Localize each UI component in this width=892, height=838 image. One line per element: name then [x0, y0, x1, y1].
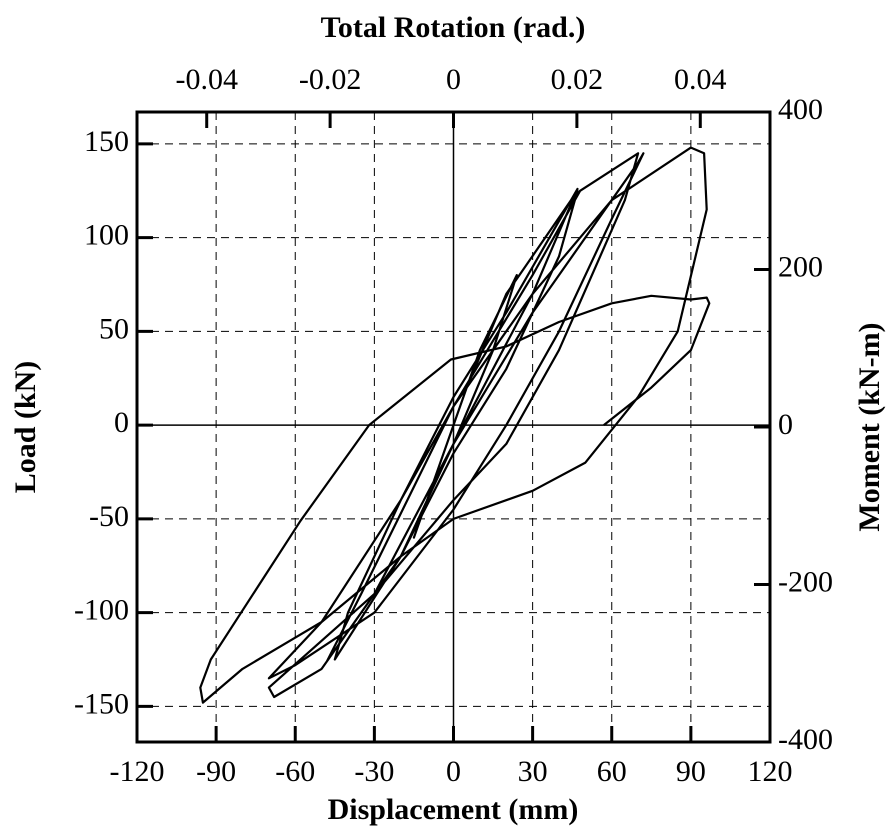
x2-tick-label: 0: [446, 63, 461, 96]
hysteresis-curve: [199, 146, 711, 704]
x-tick-label: 120: [748, 755, 793, 788]
x-tick-label: 60: [597, 755, 627, 788]
x2-tick-label: -0.02: [299, 63, 362, 96]
y-tick-label: -100: [74, 594, 129, 627]
y-tick-label: -50: [89, 500, 129, 533]
x-tick-label: 30: [518, 755, 548, 788]
x-tick-label: -30: [354, 755, 394, 788]
y2-axis-title: Moment (kN-m): [853, 322, 886, 531]
y-tick-label: 0: [114, 406, 129, 439]
y2-tick-label: -400: [778, 723, 833, 756]
y-tick-label: 50: [99, 312, 129, 345]
x-tick-label: -60: [275, 755, 315, 788]
y-tick-label: -150: [74, 687, 129, 720]
x-tick-label: 90: [676, 755, 706, 788]
y2-tick-label: 0: [778, 408, 793, 441]
x2-tick-label: 0.02: [551, 63, 604, 96]
x-tick-label: 0: [446, 755, 461, 788]
x-tick-label: -90: [196, 755, 236, 788]
x-tick-label: -120: [110, 755, 165, 788]
y2-tick-label: 400: [778, 93, 823, 126]
y-tick-label: 100: [84, 219, 129, 252]
y2-tick-label: -200: [778, 565, 833, 598]
x-axis-title: Displacement (mm): [328, 793, 579, 826]
y-tick-label: 150: [84, 125, 129, 158]
y2-tick-label: 200: [778, 250, 823, 283]
y-axis-title: Load (kN): [9, 361, 42, 494]
x2-tick-label: 0.04: [674, 63, 727, 96]
x2-axis-title: Total Rotation (rad.): [321, 11, 586, 44]
x2-tick-label: -0.04: [175, 63, 238, 96]
plot-frame: [135, 110, 772, 744]
